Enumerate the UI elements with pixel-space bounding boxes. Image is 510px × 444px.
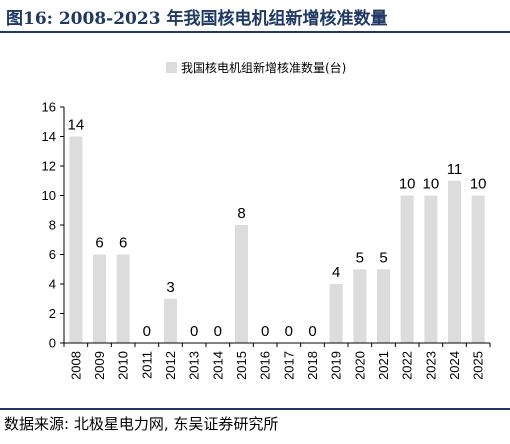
bar-2015 bbox=[235, 225, 248, 343]
data-label-2024: 11 bbox=[447, 161, 463, 178]
legend-swatch bbox=[166, 62, 177, 73]
x-tick-label: 2017 bbox=[281, 351, 296, 380]
x-tick-label: 2012 bbox=[163, 351, 178, 380]
bar-2008 bbox=[69, 136, 83, 343]
y-tick-label: 16 bbox=[42, 100, 56, 115]
data-label-2011: 0 bbox=[143, 323, 151, 340]
x-tick-label: 2023 bbox=[423, 351, 438, 380]
data-label-2016: 0 bbox=[261, 323, 269, 340]
y-tick-label: 4 bbox=[49, 277, 56, 292]
title-rule bbox=[0, 31, 510, 33]
y-tick-label: 2 bbox=[49, 306, 56, 321]
x-tick-label: 2020 bbox=[352, 351, 367, 380]
x-tick-label: 2015 bbox=[234, 351, 249, 380]
x-tick-label: 2014 bbox=[210, 351, 225, 380]
x-axis: 2008 2009 2010 2011 2012 2013 2014 2015 2016 2017… bbox=[63, 342, 491, 380]
x-tick-label: 2010 bbox=[116, 351, 131, 380]
legend-label: 我国核电机组新增核准数量(台) bbox=[181, 60, 346, 75]
bar-2023 bbox=[424, 195, 438, 343]
bar-2010 bbox=[116, 254, 130, 343]
x-tick-label: 2011 bbox=[139, 351, 154, 379]
bar-2021 bbox=[377, 269, 390, 343]
y-tick-label: 0 bbox=[49, 336, 56, 351]
data-label-2014: 0 bbox=[214, 323, 222, 340]
legend: 我国核电机组新增核准数量(台) bbox=[166, 60, 346, 75]
x-tick-label: 2021 bbox=[376, 351, 391, 380]
y-axis: 0 2 4 6 8 10 12 14 16 bbox=[42, 100, 65, 351]
bar-2012 bbox=[164, 298, 177, 343]
bar-2020 bbox=[353, 269, 367, 343]
x-tick-label: 2008 bbox=[68, 351, 83, 380]
y-tick-label: 10 bbox=[42, 188, 56, 203]
x-tick-label: 2009 bbox=[92, 351, 107, 380]
x-tick-label: 2016 bbox=[258, 351, 273, 380]
x-tick-label: 2019 bbox=[329, 351, 344, 380]
source-note: 数据来源: 北极星电力网, 东吴证券研究所 bbox=[4, 415, 279, 433]
y-tick-label: 6 bbox=[49, 247, 56, 262]
bar-2022 bbox=[400, 195, 414, 343]
x-tick-label: 2024 bbox=[447, 351, 462, 380]
data-label-2023: 10 bbox=[422, 176, 439, 193]
y-tick-label: 8 bbox=[49, 218, 56, 233]
data-label-2015: 8 bbox=[237, 205, 245, 222]
x-tick-label: 2022 bbox=[400, 351, 415, 380]
data-label-2025: 10 bbox=[470, 176, 487, 193]
data-label-2021: 5 bbox=[379, 249, 387, 266]
data-label-2009: 6 bbox=[95, 235, 103, 252]
x-tick-label: 2018 bbox=[305, 351, 320, 380]
bar-2025 bbox=[471, 195, 485, 343]
data-label-2008: 14 bbox=[67, 117, 84, 134]
bar-2009 bbox=[93, 254, 106, 343]
data-label-2010: 6 bbox=[119, 235, 127, 252]
y-tick-label: 12 bbox=[42, 159, 56, 174]
figure-title: 图16: 2008-2023 年我国核电机组新增核准数量 bbox=[6, 9, 388, 29]
data-label-2020: 5 bbox=[356, 249, 364, 266]
y-tick-label: 14 bbox=[42, 129, 56, 144]
data-label-2018: 0 bbox=[308, 323, 316, 340]
bar-2019 bbox=[329, 284, 343, 343]
x-tick-label: 2025 bbox=[471, 351, 486, 380]
data-label-2022: 10 bbox=[399, 176, 416, 193]
bars bbox=[69, 136, 485, 343]
data-label-2017: 0 bbox=[285, 323, 293, 340]
data-label-2013: 0 bbox=[190, 323, 198, 340]
data-label-2019: 4 bbox=[332, 264, 340, 281]
source-rule bbox=[0, 408, 510, 410]
x-tick-label: 2013 bbox=[187, 351, 202, 380]
bar-2024 bbox=[448, 180, 461, 343]
data-label-2012: 3 bbox=[166, 279, 174, 296]
